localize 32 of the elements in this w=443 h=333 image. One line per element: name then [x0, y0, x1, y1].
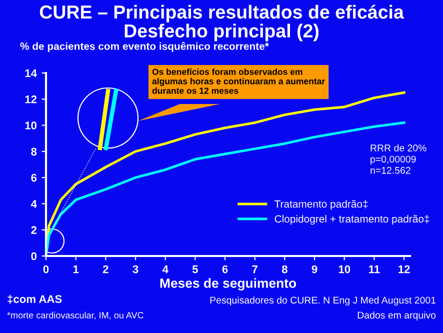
y-tick-label: 12 [25, 95, 37, 104]
text: Dados em arquivo [358, 311, 436, 321]
x-tick-label: 2 [102, 265, 108, 274]
y-tick-label: 0 [31, 252, 37, 260]
text: ‡com AAS [8, 294, 62, 304]
x-axis-title: Meses de seguimento [160, 278, 296, 291]
x-tick-label: 11 [369, 265, 380, 274]
y-tick-label: 14 [25, 69, 37, 78]
legend-label: Clopidogrel + tratamento padrão‡ [274, 214, 430, 225]
x-tick-label: 12 [398, 265, 410, 274]
text: *morte cardiovascular, IM, ou AVC [7, 312, 144, 320]
x-tick-label: 0 [43, 265, 49, 274]
y-tick-label: 4 [30, 200, 37, 208]
y-tick-label: 10 [25, 122, 37, 130]
y-tick-label: 6 [31, 174, 37, 182]
chart-title: CURE – Principais resultados de eficácia Desfecho principal (2) [40, 4, 404, 42]
x-tick-label: 9 [312, 265, 318, 274]
x-tick-label: 7 [252, 265, 258, 274]
y-axis-title: % de pacientes com evento isquêmico recorrente* [20, 42, 269, 52]
annotation: Os benefícios foram observados em algumas horas e continuaram a aumentar durante os 12 meses [152, 68, 325, 94]
x-tick-label: 5 [192, 265, 198, 274]
x-tick-label: 6 [222, 265, 228, 274]
y-tick-label: 8 [31, 148, 37, 156]
x-tick-label: 1 [73, 265, 79, 274]
x-tick-label: 8 [282, 265, 288, 274]
y-tick-label: 2 [31, 226, 37, 234]
text: Pesquisadores do CURE. N Eng J Med August 2001 [210, 296, 436, 306]
annotation: RRR de 20% p=0,00009 n=12.562 [370, 144, 426, 174]
x-tick-label: 10 [338, 265, 350, 274]
x-tick-label: 4 [162, 265, 168, 274]
legend-label: Tratamento padrão‡ [274, 200, 368, 210]
x-tick-label: 3 [132, 265, 138, 274]
